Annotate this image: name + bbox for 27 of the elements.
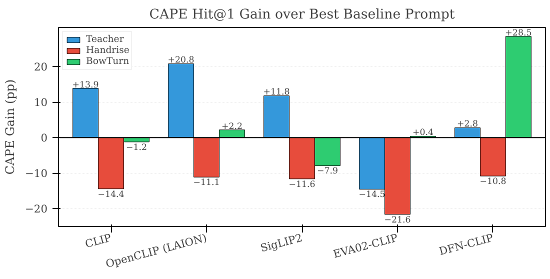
- y-tick-label: −20: [25, 202, 48, 216]
- data-label: −11.6: [288, 180, 316, 190]
- y-axis-title: CAPE Gain (pp): [3, 79, 18, 175]
- data-label: −7.9: [316, 166, 338, 177]
- x-tick-label: SigLIP2: [259, 231, 304, 255]
- legend-label: BowTurn: [86, 56, 130, 67]
- data-label: +2.8: [457, 120, 478, 130]
- data-label: +28.5: [505, 28, 532, 38]
- y-tick-label: 20: [34, 60, 48, 74]
- data-label: −21.6: [384, 215, 411, 226]
- y-tick-label: −10: [25, 167, 48, 180]
- data-label: +11.8: [263, 88, 290, 98]
- legend-label: Teacher: [86, 34, 124, 45]
- chart-title: CAPE Hit@1 Gain over Best Baseline Prompt: [149, 8, 456, 22]
- y-tick-label: 10: [34, 96, 48, 110]
- data-label: −10.8: [480, 177, 506, 188]
- data-label: +13.9: [72, 80, 99, 90]
- data-label: +0.4: [412, 128, 434, 138]
- legend-label: Handrise: [86, 45, 130, 56]
- data-label: +20.8: [168, 56, 194, 66]
- data-label: −14.5: [358, 190, 386, 200]
- x-tick-label: CLIP: [84, 231, 113, 251]
- data-label: −14.4: [98, 190, 125, 200]
- data-label: −11.1: [193, 178, 220, 188]
- data-label: −1.2: [126, 142, 148, 153]
- y-tick-label: 0: [40, 132, 48, 145]
- data-label: +2.2: [221, 122, 242, 132]
